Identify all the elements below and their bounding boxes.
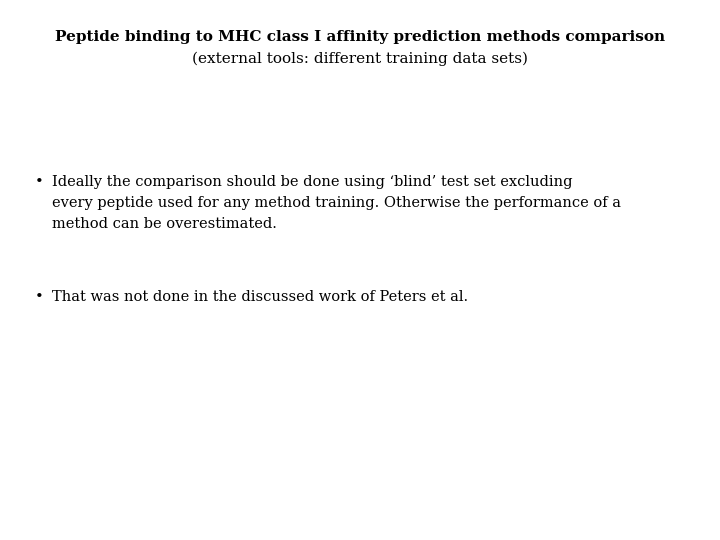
Text: Peptide binding to MHC class I affinity prediction methods comparison: Peptide binding to MHC class I affinity … xyxy=(55,30,665,44)
Text: (external tools: different training data sets): (external tools: different training data… xyxy=(192,52,528,66)
Text: •: • xyxy=(35,175,44,189)
Text: That was not done in the discussed work of Peters et al.: That was not done in the discussed work … xyxy=(52,290,468,304)
Text: every peptide used for any method training. Otherwise the performance of a: every peptide used for any method traini… xyxy=(52,196,621,210)
Text: •: • xyxy=(35,290,44,304)
Text: Ideally the comparison should be done using ‘blind’ test set excluding: Ideally the comparison should be done us… xyxy=(52,175,572,189)
Text: method can be overestimated.: method can be overestimated. xyxy=(52,217,277,231)
